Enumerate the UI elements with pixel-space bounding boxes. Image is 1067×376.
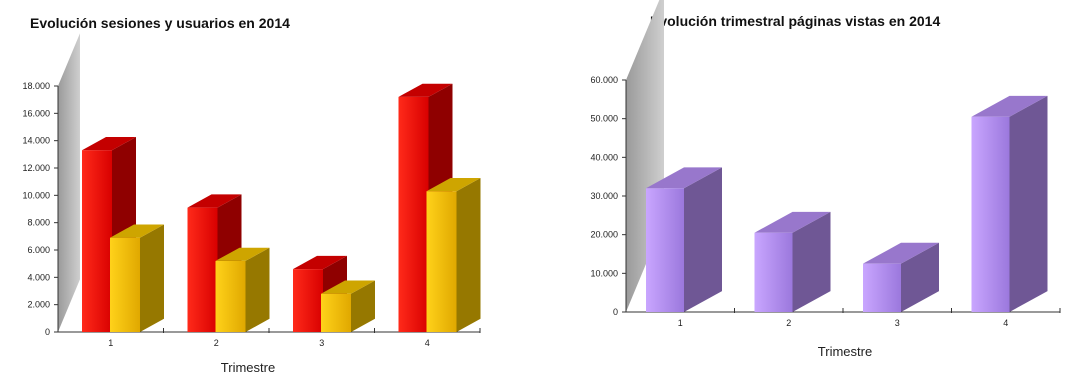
x-axis-label: Trimestre: [221, 360, 275, 375]
bar-front: [110, 237, 140, 332]
bar-front: [646, 188, 684, 312]
bar: [646, 167, 722, 312]
bar-side: [351, 280, 375, 332]
x-tick-label: 3: [319, 338, 324, 348]
bar: [110, 224, 164, 332]
x-tick-label: 4: [425, 338, 430, 348]
bars: [646, 95, 1048, 312]
y-tick-label: 60.000: [590, 75, 618, 85]
bars: [82, 83, 481, 332]
y-tick-label: 50.000: [590, 114, 618, 124]
bar-side: [684, 167, 722, 312]
bar-front: [321, 293, 351, 332]
bar-front: [426, 191, 457, 332]
y-tick-label: 30.000: [590, 191, 618, 201]
y-tick-label: 12.000: [22, 163, 50, 173]
y-tick-label: 10.000: [590, 268, 618, 278]
bar-side: [792, 211, 831, 312]
bar-front: [863, 263, 901, 312]
bar-front: [82, 150, 112, 332]
bar-top: [110, 224, 164, 238]
bar-front: [293, 269, 323, 332]
bar: [426, 178, 481, 332]
x-tick-labels: 1 2 3 4: [678, 308, 1061, 328]
y-tick-label: 2.000: [27, 300, 50, 310]
bar-top: [863, 242, 939, 264]
y-tick-label: 40.000: [590, 152, 618, 162]
bar: [863, 242, 939, 312]
y-tick-label: 14.000: [22, 136, 50, 146]
chart-title: Evolución sesiones y usuarios en 2014: [30, 15, 290, 31]
bar: [215, 247, 270, 332]
bar-top: [187, 194, 242, 208]
bar-side: [456, 178, 481, 332]
y-tick-labels: 0 10.000 20.000 30.000 40.000 50.000 60.000: [590, 75, 626, 317]
bar-side: [901, 242, 939, 312]
x-tick-label: 1: [108, 338, 113, 348]
bar-top: [293, 255, 347, 270]
y-tick-label: 20.000: [590, 230, 618, 240]
y-tick-label: 8.000: [27, 218, 50, 228]
bar-top: [321, 280, 375, 294]
chart-paginas-vistas: Evolución trimestral páginas vistas en 2…: [590, 0, 1061, 359]
bar-top: [971, 95, 1048, 117]
y-tick-label: 6.000: [27, 245, 50, 255]
bar-top: [426, 178, 481, 192]
y-tick-label: 18.000: [22, 81, 50, 91]
bar-top: [754, 211, 831, 233]
chart-sesiones-usuarios: Evolución sesiones y usuarios en 2014 0 2…: [22, 15, 481, 375]
y-tick-label: 0: [45, 327, 50, 337]
bar-front: [215, 260, 246, 332]
bar-front: [754, 232, 793, 312]
x-tick-label: 3: [895, 318, 900, 328]
bar-top: [646, 167, 722, 189]
y-tick-label: 10.000: [22, 190, 50, 200]
chart-title: Evolución trimestral páginas vistas en 2…: [650, 13, 940, 29]
x-tick-label: 1: [678, 318, 683, 328]
x-tick-labels: 1 2 3 4: [108, 328, 481, 348]
y-tick-labels: 0 2.000 4.000 6.000 8.000 10.000 12.000 14.000 1…: [22, 81, 58, 337]
x-axis-label: Trimestre: [818, 344, 872, 359]
bar: [321, 280, 375, 332]
y-tick-label: 16.000: [22, 108, 50, 118]
bar: [971, 95, 1048, 312]
bar-top: [398, 83, 453, 97]
bar-side: [1009, 95, 1048, 312]
bar-front: [187, 207, 218, 332]
chart-back-wall: [58, 33, 80, 332]
x-tick-label: 4: [1003, 318, 1008, 328]
y-tick-label: 0: [613, 307, 618, 317]
bar-front: [971, 116, 1010, 312]
bar-front: [398, 96, 429, 332]
bar-top: [82, 137, 136, 151]
bar-side: [140, 224, 164, 332]
bar: [754, 211, 831, 312]
y-tick-label: 4.000: [27, 272, 50, 282]
bar-top: [215, 247, 270, 261]
x-tick-label: 2: [214, 338, 219, 348]
x-tick-label: 2: [786, 318, 791, 328]
bar-side: [245, 247, 270, 332]
